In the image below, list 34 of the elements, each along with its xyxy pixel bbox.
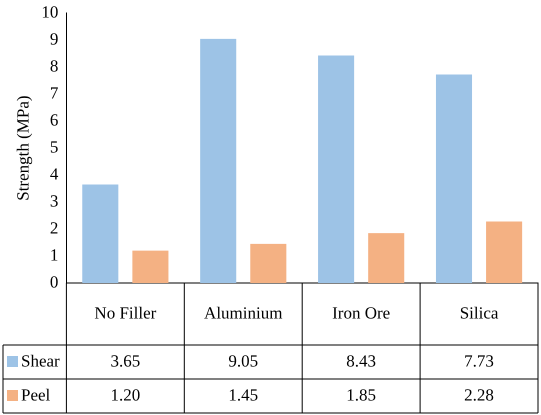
y-tick-label: 2 <box>50 218 58 238</box>
data-label: 1.85 <box>346 385 376 404</box>
bar <box>82 184 118 283</box>
y-tick-label: 0 <box>50 272 58 292</box>
bar <box>486 221 522 283</box>
legend-label: Peel <box>21 385 51 404</box>
data-label: 8.43 <box>346 351 376 370</box>
y-tick-label: 5 <box>50 138 58 157</box>
bar <box>132 250 168 283</box>
legend-label: Shear <box>21 351 60 370</box>
bar <box>200 38 236 283</box>
data-label: 9.05 <box>228 351 258 370</box>
y-tick-label: 10 <box>41 2 58 22</box>
y-tick-label: 3 <box>50 192 58 211</box>
x-tick-label: Silica <box>460 303 499 322</box>
bar <box>318 56 354 283</box>
x-tick-label: Iron Ore <box>332 303 390 322</box>
x-tick-label: No Filler <box>94 303 157 322</box>
data-label: 3.65 <box>110 351 140 370</box>
y-tick-label: 6 <box>50 110 58 130</box>
data-label: 2.28 <box>464 385 494 404</box>
bar <box>368 233 404 283</box>
data-label: 1.20 <box>110 385 140 404</box>
bar <box>250 244 286 283</box>
data-label: 7.73 <box>464 351 494 370</box>
y-axis-title: Strength (MPa) <box>14 95 33 201</box>
x-tick-label: Aluminium <box>204 303 282 322</box>
y-tick-label: 1 <box>50 245 58 264</box>
y-tick-label: 4 <box>50 164 59 184</box>
data-label: 1.45 <box>228 385 258 404</box>
y-tick-label: 7 <box>50 84 59 103</box>
y-tick-label: 9 <box>50 30 58 49</box>
bar <box>436 74 472 283</box>
y-tick-label: 8 <box>50 56 58 76</box>
